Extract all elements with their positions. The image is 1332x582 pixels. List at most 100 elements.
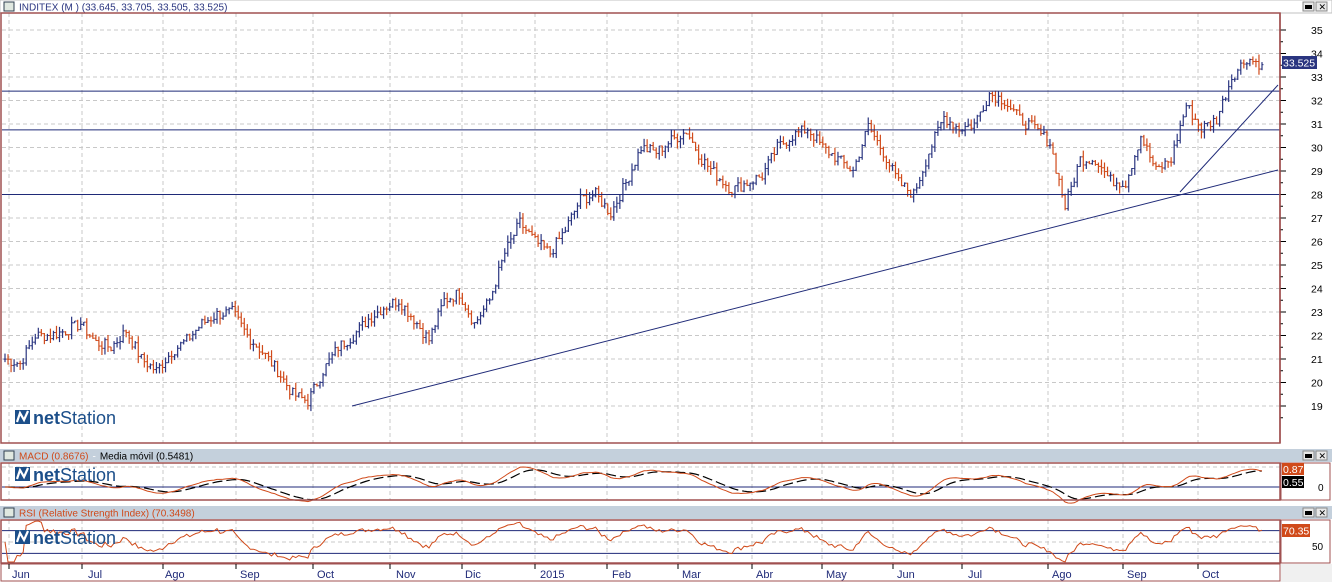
rsi-plot-area[interactable] bbox=[0, 519, 1281, 564]
price-bar bbox=[67, 334, 71, 340]
price-bar bbox=[1102, 162, 1106, 179]
macd-scale[interactable] bbox=[1280, 462, 1331, 501]
price-bar bbox=[1239, 59, 1243, 75]
price-bar bbox=[536, 234, 540, 247]
price-bar bbox=[1242, 59, 1246, 69]
price-bar bbox=[830, 153, 834, 157]
date-axis[interactable] bbox=[0, 563, 1281, 582]
price-bar bbox=[594, 187, 598, 198]
price-bar bbox=[321, 372, 325, 387]
rsi-close-button[interactable]: ✕ bbox=[1315, 507, 1328, 518]
price-bar bbox=[615, 196, 619, 213]
price-bar bbox=[1072, 177, 1076, 188]
close-button[interactable]: ✕ bbox=[1315, 1, 1328, 12]
rsi-maximize-button[interactable] bbox=[1302, 507, 1315, 518]
macd-plot-area[interactable] bbox=[0, 462, 1281, 501]
price-bar bbox=[1012, 104, 1016, 112]
price-bar bbox=[58, 326, 62, 343]
price-bar bbox=[775, 139, 779, 156]
price-bar bbox=[170, 350, 174, 364]
price-bar bbox=[694, 141, 698, 152]
price-bar bbox=[521, 213, 525, 234]
price-bar bbox=[1121, 180, 1125, 188]
price-bar bbox=[1160, 161, 1164, 174]
price-bar bbox=[439, 299, 443, 317]
price-bar bbox=[251, 339, 255, 352]
price-bar bbox=[291, 387, 295, 396]
macd-close-button[interactable]: ✕ bbox=[1315, 450, 1328, 461]
price-bar bbox=[645, 139, 649, 153]
price-bar bbox=[760, 172, 764, 181]
price-bar bbox=[18, 360, 22, 371]
price-bar bbox=[242, 317, 246, 336]
price-bar bbox=[1193, 113, 1197, 120]
price-bar bbox=[1254, 58, 1258, 68]
rsi-scale[interactable] bbox=[1280, 519, 1331, 564]
price-bar bbox=[524, 224, 528, 234]
price-bar bbox=[591, 190, 595, 202]
price-bar bbox=[179, 341, 183, 351]
price-bar bbox=[993, 90, 997, 107]
price-bar bbox=[164, 357, 168, 373]
price-bar bbox=[406, 302, 410, 323]
scale-label: 21 bbox=[1311, 354, 1323, 366]
price-bar bbox=[39, 329, 43, 337]
price-bar bbox=[1075, 164, 1079, 188]
month-label: Oct bbox=[317, 569, 334, 581]
price-bar bbox=[206, 317, 210, 324]
price-bar bbox=[1003, 99, 1007, 110]
price-bar bbox=[881, 146, 885, 162]
price-bars bbox=[3, 54, 1264, 412]
svg-text:✕: ✕ bbox=[1319, 508, 1327, 518]
price-bar bbox=[1257, 54, 1261, 75]
price-bar bbox=[1084, 161, 1088, 169]
price-bar bbox=[221, 312, 225, 320]
price-bar bbox=[603, 198, 607, 209]
month-label: Jun bbox=[897, 569, 915, 581]
scale-label: 32 bbox=[1311, 96, 1323, 108]
price-bar bbox=[106, 334, 110, 352]
price-bar bbox=[772, 147, 776, 162]
price-bar bbox=[860, 144, 864, 160]
maximize-button[interactable] bbox=[1302, 1, 1315, 12]
macd-maximize-button[interactable] bbox=[1302, 450, 1315, 461]
price-bar bbox=[897, 168, 901, 182]
price-bar bbox=[963, 122, 967, 137]
price-bar bbox=[739, 177, 743, 192]
price-bar bbox=[1215, 116, 1219, 125]
price-bar bbox=[97, 336, 101, 352]
price-bar bbox=[9, 358, 13, 373]
price-bar bbox=[854, 159, 858, 172]
price-bar bbox=[842, 154, 846, 169]
price-bar bbox=[1006, 98, 1010, 112]
price-bar bbox=[1069, 181, 1073, 196]
month-label: Sep bbox=[240, 569, 260, 581]
price-bar bbox=[1115, 177, 1119, 191]
price-bar bbox=[294, 382, 298, 401]
price-bar bbox=[939, 121, 943, 131]
price-bar bbox=[24, 345, 28, 366]
price-bar bbox=[869, 119, 873, 133]
price-bar bbox=[336, 346, 340, 358]
price-bar bbox=[1130, 168, 1134, 176]
price-bar bbox=[984, 100, 988, 112]
price-bar bbox=[542, 239, 546, 250]
price-scale[interactable]: 19 20 21 22 23 24 25 26 27 28 29 30 31 32 33 34 35 bbox=[1279, 13, 1323, 443]
price-bar bbox=[448, 297, 452, 303]
price-bar bbox=[678, 135, 682, 149]
price-bar bbox=[385, 306, 389, 316]
price-bar bbox=[485, 298, 489, 312]
price-bar bbox=[1248, 58, 1252, 67]
price-bar bbox=[839, 155, 843, 159]
price-bar bbox=[1030, 115, 1034, 124]
price-bar bbox=[927, 153, 931, 170]
price-bar bbox=[821, 136, 825, 148]
price-bar bbox=[254, 343, 258, 348]
price-bar bbox=[21, 358, 25, 370]
price-bar bbox=[300, 388, 304, 399]
price-bar bbox=[1230, 74, 1234, 90]
price-bar bbox=[1190, 100, 1194, 126]
price-bar bbox=[1078, 156, 1082, 168]
price-bar bbox=[285, 375, 289, 391]
price-bar bbox=[539, 234, 543, 251]
